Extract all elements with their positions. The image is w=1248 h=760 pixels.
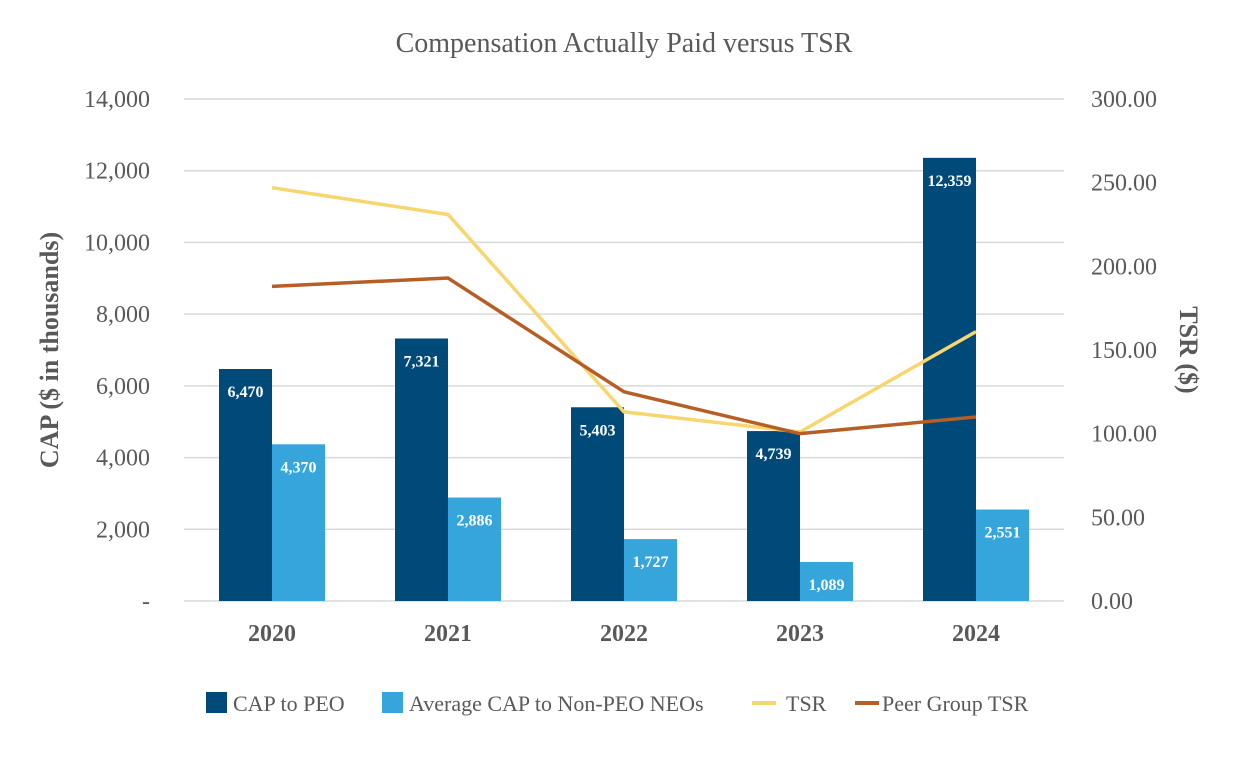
bar-data-label: 5,403 [580, 422, 616, 439]
line-peer-group-tsr [271, 276, 977, 436]
right-tick-label: 0.00 [1091, 589, 1133, 615]
left-tick-label: 2,000 [96, 517, 150, 543]
bar-data-label: 2,551 [985, 525, 1021, 542]
legend: CAP to PEO Average CAP to Non-PEO NEOs TSR… [206, 691, 1029, 716]
bar-data-label: 12,359 [928, 173, 972, 190]
legend-label: TSR [786, 691, 827, 716]
category-labels: 2020 2021 2022 2023 2024 [248, 621, 1000, 647]
left-tick-label: 10,000 [84, 230, 150, 256]
right-tick-label: 250.00 [1091, 171, 1157, 197]
category-label: 2024 [952, 621, 1000, 647]
left-tick-label: - [142, 589, 150, 615]
bar-data-label: 1,089 [809, 577, 845, 594]
legend-swatch [382, 692, 403, 713]
right-tick-label: 200.00 [1091, 254, 1157, 280]
left-axis-title: CAP ($ in thousands) [35, 232, 64, 468]
bar-data-label: 6,470 [228, 384, 264, 401]
line-tsr [271, 185, 977, 434]
category-label: 2021 [424, 621, 472, 647]
bar-labels: 6,470 4,370 7,321 2,886 5,403 1,727 4,739 1,089… [228, 173, 1021, 594]
chart-title: Compensation Actually Paid versus TSR [396, 28, 853, 59]
right-axis-title: TSR ($) [1174, 306, 1203, 393]
bar-cap-to-peo-2022 [571, 407, 624, 601]
left-tick-label: 12,000 [84, 159, 150, 185]
legend-label: Peer Group TSR [882, 691, 1029, 716]
right-tick-label: 150.00 [1091, 338, 1157, 364]
left-axis-ticks: - 2,000 4,000 6,000 8,000 10,000 12,000 14,000 [84, 87, 150, 615]
category-label: 2020 [248, 621, 296, 647]
bar-avg-cap-non-peo-2022 [624, 539, 677, 601]
bar-avg-cap-non-peo-2020 [272, 444, 325, 601]
category-label: 2022 [600, 621, 648, 647]
legend-swatch [206, 692, 227, 713]
bar-data-label: 1,727 [633, 554, 669, 571]
bar-avg-cap-non-peo-2023 [800, 561, 853, 601]
left-tick-label: 4,000 [96, 446, 150, 472]
bar-data-label: 4,739 [756, 446, 792, 463]
right-tick-label: 50.00 [1091, 505, 1145, 531]
legend-label: Average CAP to Non-PEO NEOs [409, 691, 704, 716]
lines [271, 185, 977, 436]
bar-avg-cap-non-peo-2024 [976, 509, 1029, 601]
left-tick-label: 8,000 [96, 302, 150, 328]
right-tick-label: 100.00 [1091, 422, 1157, 448]
bar-cap-to-peo-2021 [395, 338, 448, 601]
bar-cap-to-peo-2020 [219, 369, 272, 601]
legend-label: CAP to PEO [233, 691, 345, 716]
bar-avg-cap-non-peo-2021 [448, 497, 501, 601]
bars [219, 157, 1029, 602]
bar-data-label: 4,370 [281, 459, 317, 476]
left-tick-label: 6,000 [96, 374, 150, 400]
bar-cap-to-peo-2023 [747, 431, 800, 601]
category-label: 2023 [776, 621, 824, 647]
bar-cap-to-peo-2024 [923, 157, 976, 602]
left-tick-label: 14,000 [84, 87, 150, 113]
right-tick-label: 300.00 [1091, 87, 1157, 113]
right-axis-ticks: 0.00 50.00 100.00 150.00 200.00 250.00 300.00 [1091, 87, 1157, 615]
bar-data-label: 2,886 [457, 513, 493, 530]
bar-data-label: 7,321 [404, 353, 440, 370]
